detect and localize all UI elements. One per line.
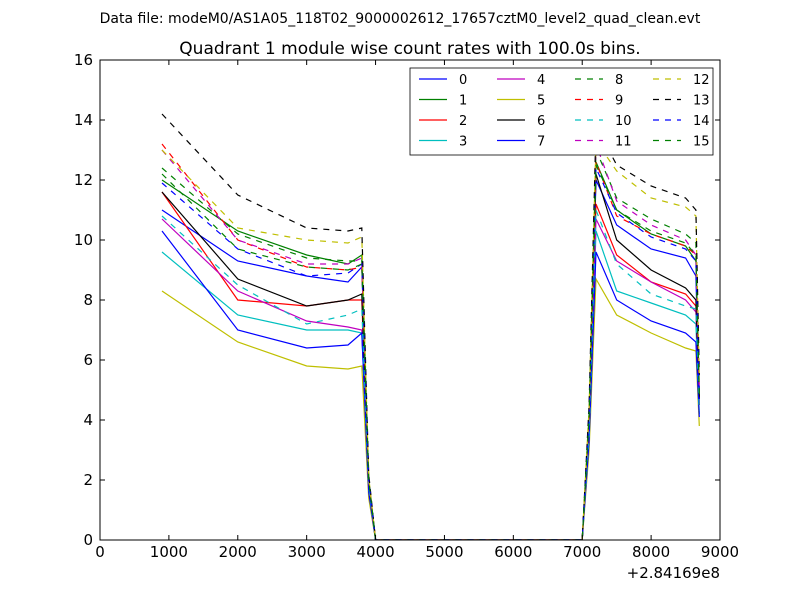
x-tick-label: 0 (95, 543, 105, 561)
x-tick-label: 8000 (632, 543, 670, 561)
series-line-3 (161, 230, 700, 540)
legend-label-10: 10 (615, 114, 632, 129)
series-line-8 (161, 149, 700, 540)
y-tick-label: 10 (74, 231, 93, 249)
x-tick-label: 9000 (701, 543, 739, 561)
x-tick-label: 6000 (494, 543, 532, 561)
y-tick-label: 2 (83, 471, 93, 489)
x-tick-label: 3000 (288, 543, 326, 561)
legend-label-11: 11 (615, 135, 632, 150)
series-line-9 (161, 143, 700, 540)
legend-label-8: 8 (615, 73, 623, 88)
series-line-14 (161, 167, 700, 540)
series-line-0 (161, 179, 700, 540)
legend-label-4: 4 (537, 73, 545, 88)
series-line-5 (161, 276, 700, 540)
legend-label-2: 2 (459, 114, 467, 129)
series-line-13 (161, 113, 700, 540)
legend-box (409, 67, 714, 156)
series-line-11 (161, 143, 700, 540)
x-tick-label: 7000 (563, 543, 601, 561)
legend-label-3: 3 (459, 135, 467, 150)
series-line-6 (161, 173, 700, 540)
legend-label-12: 12 (693, 73, 710, 88)
x-tick-label: 1000 (150, 543, 188, 561)
y-tick-label: 12 (74, 171, 93, 189)
ticks-layer: 0 1000 2000 3000 4000 5000 6000 7000 8000 9000 0 2 4… (74, 51, 739, 561)
legend-label-0: 0 (459, 73, 467, 88)
series-line-4 (161, 218, 700, 540)
chart-title: Quadrant 1 module wise count rates with … (179, 39, 640, 59)
x-tick-label: 4000 (356, 543, 394, 561)
legend-label-5: 5 (537, 94, 545, 109)
x-offset-label: +2.84169e8 (627, 564, 720, 582)
series-line-15 (161, 164, 700, 540)
series-line-10 (161, 209, 700, 540)
y-tick-label: 14 (74, 111, 93, 129)
legend-label-15: 15 (693, 135, 710, 150)
legend-label-9: 9 (615, 94, 623, 109)
series-line-1 (161, 161, 700, 540)
legend-label-14: 14 (693, 114, 710, 129)
legend-label-7: 7 (537, 135, 545, 150)
series-line-7 (161, 230, 700, 540)
series-line-12 (161, 139, 700, 540)
legend-label-6: 6 (537, 114, 545, 129)
series-line-2 (161, 191, 700, 540)
suptitle: Data file: modeM0/AS1A05_118T02_90000026… (100, 11, 701, 27)
y-tick-label: 4 (83, 411, 93, 429)
y-tick-label: 0 (83, 531, 93, 549)
legend-label-13: 13 (693, 94, 710, 109)
y-tick-label: 16 (74, 51, 93, 69)
y-tick-label: 8 (83, 291, 93, 309)
x-tick-label: 2000 (219, 543, 257, 561)
legend-label-1: 1 (459, 94, 467, 109)
y-tick-label: 6 (83, 351, 93, 369)
series-layer (161, 113, 700, 540)
x-tick-label: 5000 (425, 543, 463, 561)
